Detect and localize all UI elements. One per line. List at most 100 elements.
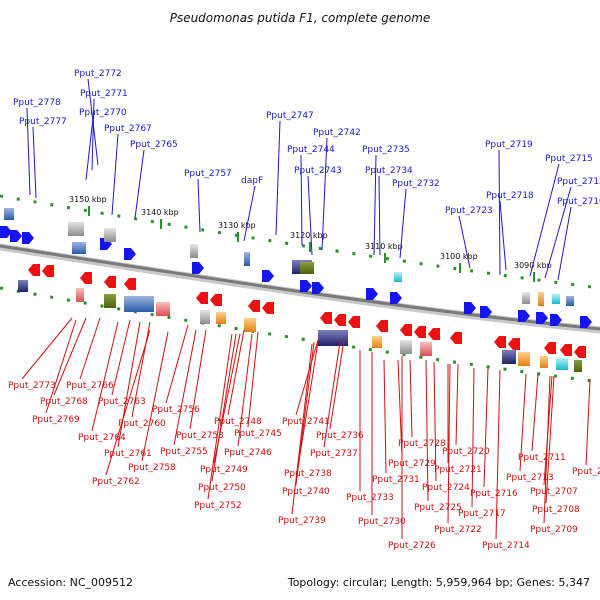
reverse-gene-arrow — [428, 328, 440, 340]
forward-gene-label: Pput_2735 — [362, 145, 410, 155]
reverse-gene-label: Pput_2720 — [442, 447, 490, 457]
cds-block — [502, 350, 516, 364]
reverse-gene-label: Pput_2705 — [572, 467, 600, 477]
forward-gene-label: Pput_2757 — [184, 169, 232, 179]
reverse-leader-line — [397, 359, 403, 458]
forward-gene-label: Pput_2771 — [80, 89, 128, 99]
cds-block — [566, 296, 574, 306]
reverse-gene-label: Pput_2755 — [160, 447, 208, 457]
cds-block — [76, 288, 84, 302]
forward-leader-line — [498, 149, 501, 276]
reverse-gene-label: Pput_2722 — [434, 525, 482, 535]
forward-gene-arrow — [0, 226, 12, 238]
scale-label: 3110 kbp — [365, 242, 403, 251]
reverse-gene-label: Pput_2758 — [128, 463, 176, 473]
forward-gene-arrow — [262, 270, 274, 282]
forward-gene-arrow — [10, 230, 22, 242]
forward-leader-line — [85, 117, 94, 181]
reverse-gene-label: Pput_2736 — [316, 431, 364, 441]
forward-leader-line — [373, 154, 377, 256]
forward-gene-arrow — [480, 306, 492, 318]
cds-block — [400, 340, 412, 354]
reverse-gene-label: Pput_2768 — [40, 397, 88, 407]
scale-ring-inner — [0, 286, 600, 384]
forward-gene-label: Pput_2744 — [287, 145, 335, 155]
forward-gene-label: Pput_2743 — [294, 166, 342, 176]
label-layer: Pput_2772 Pput_2771 Pput_2770 Pput_2778 Pput… — [8, 69, 600, 551]
reverse-leader-line — [207, 333, 233, 500]
reverse-gene-label: Pput_2717 — [458, 509, 506, 519]
reverse-gene-arrow — [334, 314, 346, 326]
reverse-gene-arrow — [320, 312, 332, 324]
reverse-leader-line — [21, 317, 73, 380]
cds-block — [518, 352, 530, 366]
scale-label: 3120 kbp — [290, 231, 328, 240]
cds-block — [318, 330, 348, 346]
forward-gene-label: Pput_2734 — [365, 166, 413, 176]
forward-leader-line — [91, 98, 95, 171]
reverse-leader-line — [471, 367, 475, 508]
reverse-gene-arrow — [508, 338, 520, 350]
reverse-leader-line — [237, 333, 253, 447]
forward-gene-label: Pput_2770 — [79, 108, 127, 118]
reverse-gene-label: Pput_2741 — [282, 417, 330, 427]
reverse-leader-line — [227, 329, 245, 416]
reverse-leader-line — [189, 329, 207, 430]
forward-leader-line — [307, 175, 313, 256]
cds-block — [124, 296, 154, 312]
forward-leader-line — [111, 133, 119, 216]
cds-block — [420, 342, 432, 356]
reverse-gene-label: Pput_2737 — [310, 449, 358, 459]
reverse-gene-label: Pput_2760 — [118, 419, 166, 429]
forward-leader-line — [32, 126, 37, 199]
reverse-leader-line — [447, 363, 451, 524]
forward-gene-arrow — [22, 232, 34, 244]
cds-block — [4, 208, 14, 220]
forward-leader-line — [321, 137, 328, 251]
reverse-gene-label: Pput_2724 — [422, 483, 470, 493]
reverse-gene-label: Pput_2729 — [388, 459, 436, 469]
reverse-leader-line — [173, 329, 197, 446]
forward-leader-line — [529, 163, 560, 277]
scale-label: 3140 kbp — [141, 208, 179, 217]
reverse-gene-label: Pput_2769 — [32, 415, 80, 425]
cds-block — [244, 318, 256, 332]
reverse-gene-label: Pput_2713 — [506, 473, 554, 483]
reverse-gene-arrow — [248, 300, 260, 312]
reverse-gene-label: Pput_2762 — [92, 477, 140, 487]
cds-block — [574, 360, 582, 372]
reverse-leader-line — [585, 379, 591, 466]
reverse-gene-arrow — [450, 332, 462, 344]
forward-gene-label: Pput_2747 — [266, 111, 314, 121]
reverse-gene-arrow — [494, 336, 506, 348]
reverse-gene-label: Pput_2731 — [372, 475, 420, 485]
reverse-leader-line — [531, 373, 539, 452]
reverse-leader-line — [483, 367, 489, 488]
forward-gene-arrow — [518, 310, 530, 322]
reverse-leader-line — [117, 321, 141, 448]
reverse-gene-label: Pput_2740 — [282, 487, 330, 497]
forward-gene-arrow — [312, 282, 324, 294]
reverse-gene-label: Pput_2749 — [200, 465, 248, 475]
forward-gene-label: Pput_2718 — [486, 191, 534, 201]
cds-block — [200, 310, 210, 324]
reverse-gene-arrow — [124, 278, 136, 290]
cds-block — [300, 262, 314, 274]
reverse-leader-line — [543, 375, 551, 524]
reverse-gene-label: Pput_2730 — [358, 517, 406, 527]
cds-block — [556, 358, 568, 370]
forward-gene-label: Pput_2777 — [19, 117, 67, 127]
reverse-leader-line — [495, 369, 501, 540]
reverse-gene-arrow — [262, 302, 274, 314]
forward-gene-arrow — [124, 248, 136, 260]
reverse-leader-line — [247, 331, 259, 428]
reverse-leader-line — [295, 339, 319, 416]
reverse-gene-arrow — [28, 264, 40, 276]
reverse-leader-line — [45, 319, 77, 414]
forward-gene-arrow — [464, 302, 476, 314]
reverse-leader-line — [329, 339, 345, 430]
reverse-gene-label: Pput_2708 — [532, 505, 580, 515]
forward-gene-label: Pput_2719 — [485, 140, 533, 150]
reverse-gene-label: Pput_2726 — [388, 541, 436, 551]
reverse-leader-line — [295, 341, 315, 486]
